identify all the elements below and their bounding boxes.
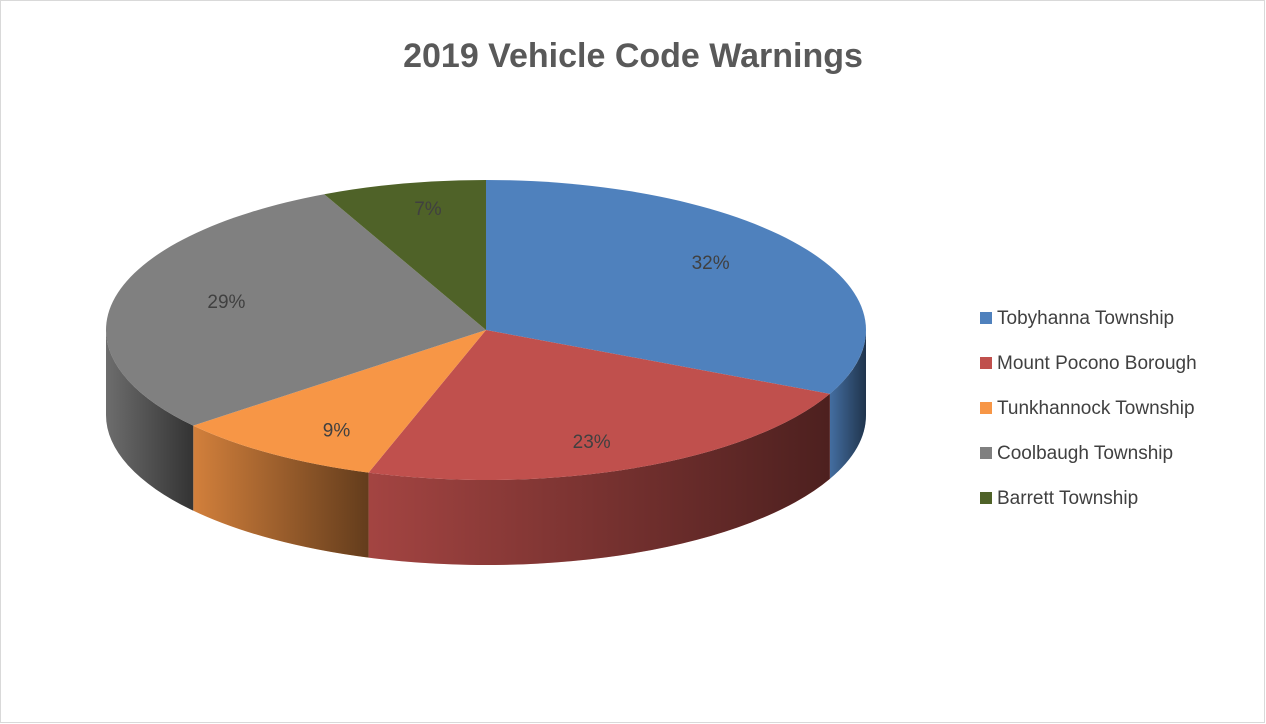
chart-title: 2019 Vehicle Code Warnings	[403, 37, 863, 75]
legend-label: Coolbaugh Township	[997, 443, 1173, 464]
slice	[193, 330, 487, 473]
data-label: 23%	[573, 432, 611, 453]
legend-swatch	[980, 357, 992, 369]
data-label: 32%	[692, 253, 730, 274]
legend-swatch	[980, 312, 992, 324]
legend-swatch	[980, 402, 992, 414]
slice	[324, 180, 486, 330]
legend-swatch	[980, 447, 992, 459]
legend-label: Tobyhanna Township	[997, 308, 1174, 329]
legend-label: Barrett Township	[997, 488, 1138, 509]
slice	[106, 194, 487, 426]
data-label: 9%	[323, 421, 351, 442]
slice	[368, 330, 830, 480]
slice-side-shade	[193, 425, 369, 558]
data-label: 29%	[207, 292, 245, 313]
legend-label: Tunkhannock Township	[997, 398, 1195, 419]
slice-side-shade	[829, 330, 866, 479]
legend-swatch	[980, 492, 992, 504]
slice-side-shade	[105, 330, 194, 511]
data-label: 7%	[414, 199, 442, 220]
legend-label: Mount Pocono Borough	[997, 353, 1197, 374]
slice	[486, 180, 866, 394]
slice-side-shade	[368, 393, 830, 565]
